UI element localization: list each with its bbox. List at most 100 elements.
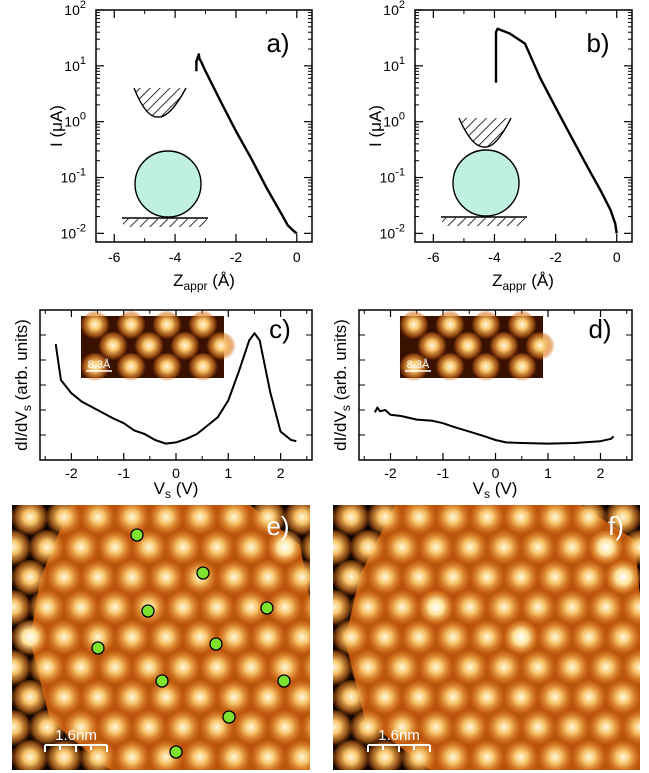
panel-c: -2 -1 0 1 2 8.3Å c) dI/dVs (arb. units) Vs (… bbox=[12, 309, 313, 501]
molecule-blob bbox=[349, 590, 387, 628]
molecule-blob bbox=[249, 620, 287, 658]
panel-a-y-tick-labels: 102 101 100 10-1 10-2 bbox=[61, 0, 86, 241]
molecule-blob bbox=[366, 740, 404, 770]
panel-d-label: d) bbox=[588, 314, 611, 344]
substrate-hatch bbox=[442, 218, 526, 226]
panel-d-stm-inset: 8.3Å bbox=[399, 311, 555, 383]
molecule-sphere bbox=[452, 149, 520, 217]
molecule-blob bbox=[485, 590, 523, 628]
molecule-blob bbox=[451, 590, 489, 628]
molecule-blob bbox=[79, 680, 117, 718]
molecule-blob bbox=[12, 530, 32, 568]
molecule-blob bbox=[570, 560, 608, 598]
molecule-blob bbox=[451, 650, 489, 688]
panel-f-molecules bbox=[333, 505, 640, 770]
molecule-blob bbox=[98, 332, 128, 362]
molecule-blob bbox=[400, 740, 438, 770]
molecule-blob bbox=[96, 710, 134, 748]
molecule-blob bbox=[181, 505, 219, 538]
molecule-blob bbox=[147, 680, 185, 718]
molecule-blob bbox=[116, 353, 146, 383]
molecule-blob bbox=[519, 710, 557, 748]
molecule-blob bbox=[604, 680, 640, 718]
molecule-blob bbox=[485, 710, 523, 748]
molecule-blob bbox=[164, 590, 202, 628]
molecule-blob bbox=[232, 650, 270, 688]
panel-d-curve bbox=[373, 406, 615, 445]
molecule-blob bbox=[471, 353, 501, 383]
molecule-blob bbox=[300, 530, 310, 568]
molecule-blob bbox=[536, 680, 574, 718]
molecule-blob bbox=[525, 332, 555, 362]
molecule-blob bbox=[502, 680, 540, 718]
panel-c-xlabel: Vs (V) bbox=[154, 479, 199, 501]
x-tick-label: -2 bbox=[230, 249, 243, 265]
molecule-blob bbox=[604, 560, 640, 598]
y-tick-label: 100 bbox=[64, 111, 86, 130]
molecule-blob bbox=[621, 590, 640, 628]
panel-b-frame bbox=[414, 9, 633, 243]
molecule-blob bbox=[249, 740, 287, 770]
panel-e-scalebar: 1.6nm bbox=[44, 727, 108, 752]
molecule-blob bbox=[434, 620, 472, 658]
molecule-blob bbox=[621, 710, 640, 748]
molecule-blob bbox=[507, 353, 537, 383]
panel-a: 102 101 100 10-1 10-2 -6 -4 -2 0 a) I (μA) Zapp… bbox=[47, 0, 313, 293]
didv-curve bbox=[54, 332, 297, 445]
y-tick-label: 101 bbox=[64, 55, 86, 74]
molecule-blob bbox=[333, 710, 353, 748]
molecule-blob bbox=[471, 311, 501, 341]
molecule-blob bbox=[333, 505, 370, 538]
panel-c-stm-inset: 8.3Å bbox=[80, 311, 236, 383]
panel-e-molecules bbox=[12, 505, 310, 770]
molecule-blob bbox=[570, 505, 608, 538]
x-tick-label: -2 bbox=[65, 465, 78, 481]
x-tick-label: -1 bbox=[117, 465, 130, 481]
molecule-blob bbox=[12, 650, 32, 688]
panel-b-ticks bbox=[415, 9, 632, 242]
stm-inset-blobs bbox=[399, 311, 555, 383]
molecule-blob bbox=[300, 650, 310, 688]
molecule-blob bbox=[417, 590, 455, 628]
molecule-blob bbox=[587, 710, 625, 748]
molecule-blob bbox=[198, 530, 236, 568]
molecule-blob bbox=[435, 311, 465, 341]
molecule-blob bbox=[249, 505, 287, 538]
molecule-blob bbox=[45, 740, 83, 770]
x-tick-label: 1 bbox=[224, 465, 232, 481]
molecule-blob bbox=[333, 530, 353, 568]
molecule-blob bbox=[134, 332, 164, 362]
molecule-blob bbox=[96, 530, 134, 568]
y-tick-label: 10-1 bbox=[61, 167, 86, 186]
x-tick-label: -4 bbox=[169, 249, 182, 265]
molecule-blob bbox=[283, 680, 310, 718]
molecule-blob bbox=[604, 620, 640, 658]
molecule-blob bbox=[266, 710, 304, 748]
molecule-blob bbox=[283, 740, 310, 770]
molecule-blob bbox=[417, 332, 447, 362]
panel-e-label: e) bbox=[266, 511, 289, 541]
x-tick-label: -2 bbox=[384, 465, 397, 481]
molecule-blob bbox=[451, 710, 489, 748]
substrate-hatch bbox=[123, 219, 207, 227]
molecule-blob bbox=[232, 590, 270, 628]
molecule-blob bbox=[366, 505, 404, 538]
panel-e-markers bbox=[91, 528, 291, 759]
molecule-blob bbox=[507, 311, 537, 341]
tip-outline bbox=[133, 87, 187, 118]
molecule-blob bbox=[130, 710, 168, 748]
molecule-blob bbox=[434, 740, 472, 770]
molecule-marker bbox=[141, 604, 155, 618]
molecule-blob bbox=[587, 590, 625, 628]
molecule-marker bbox=[155, 674, 169, 688]
molecule-blob bbox=[519, 530, 557, 568]
molecule-blob bbox=[536, 560, 574, 598]
panel-e: 1.6nm e) bbox=[12, 505, 310, 770]
molecule-blob bbox=[621, 530, 640, 568]
molecule-blob bbox=[434, 680, 472, 718]
molecule-blob bbox=[434, 560, 472, 598]
panel-f-label: f) bbox=[608, 511, 624, 541]
panel-a-xlabel: Zappr (Å) bbox=[173, 271, 235, 293]
x-tick-label: -6 bbox=[427, 249, 440, 265]
molecule-blob bbox=[519, 590, 557, 628]
